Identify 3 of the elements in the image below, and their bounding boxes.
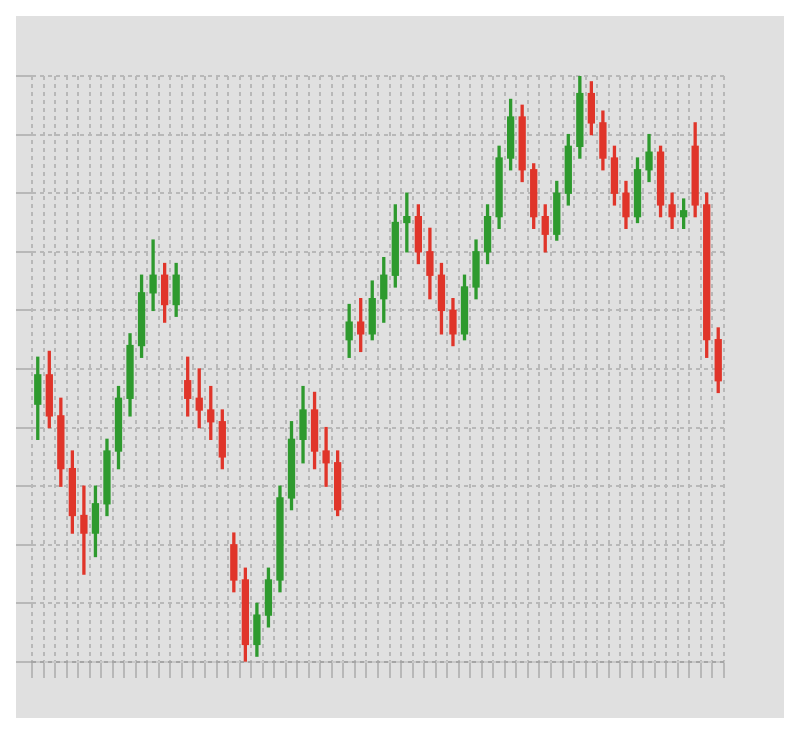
candlestick [322,426,330,487]
candlestick [80,485,88,575]
candlestick [149,239,157,312]
